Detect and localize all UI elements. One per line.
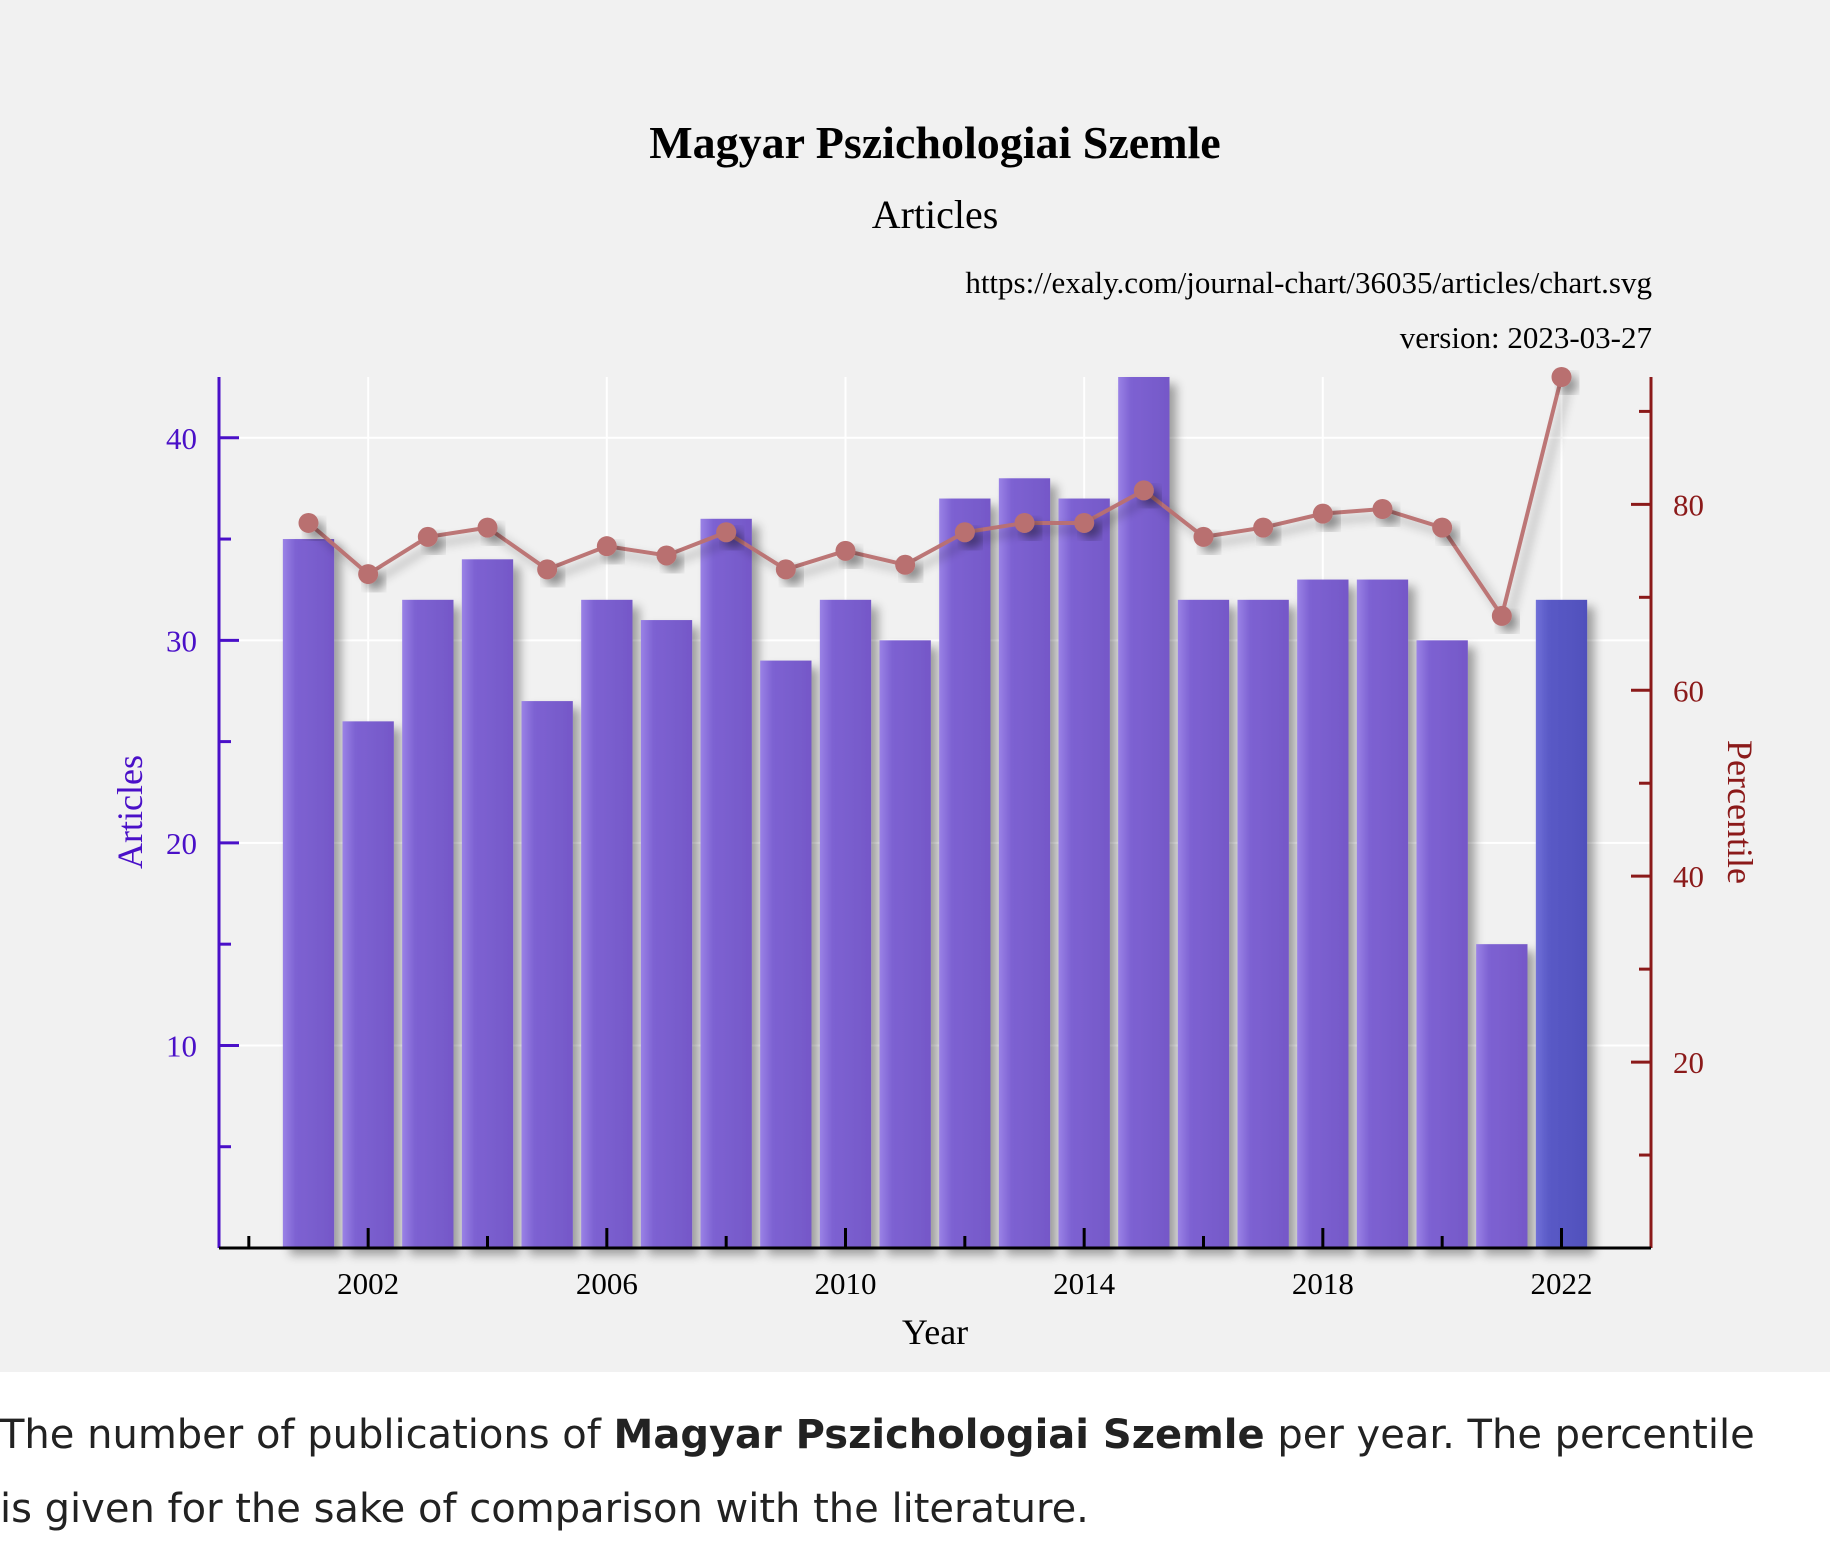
articles-chart: Magyar Pszichologiai Szemle Articles htt… (110, 117, 1760, 1352)
bar-2020 (1416, 640, 1468, 1248)
axes: 2002 2006 2010 2014 2018 2022 10 20 30 40 20 40 60 80 (166, 377, 1704, 1301)
caption-text-before: The number of publications of (0, 1412, 614, 1458)
percentile-point-2020 (1432, 517, 1453, 538)
x-tick-label: 2014 (1053, 1266, 1116, 1301)
percentile-point-2002 (358, 564, 379, 585)
y2-tick-label: 40 (1673, 859, 1704, 894)
bar-2018 (1297, 579, 1349, 1248)
chart-title: Magyar Pszichologiai Szemle (649, 117, 1220, 168)
percentile-point-2004 (477, 517, 498, 538)
bar-2008 (700, 518, 752, 1248)
bar-2022 (1535, 599, 1588, 1248)
percentile-point-2006 (596, 536, 617, 557)
bar-2009 (760, 660, 812, 1248)
bar-2013 (998, 478, 1051, 1249)
version-label: version: 2023-03-27 (1400, 320, 1652, 355)
percentile-point-2011 (895, 554, 916, 575)
percentile-point-2005 (537, 559, 558, 580)
y2-tick-label: 20 (1673, 1045, 1704, 1080)
x-tick-label: 2010 (815, 1266, 877, 1301)
percentile-point-2016 (1193, 526, 1214, 547)
percentile-point-2017 (1253, 517, 1274, 538)
percentile-point-2019 (1372, 498, 1393, 519)
bar-2016 (1177, 599, 1230, 1248)
bar-2019 (1356, 579, 1409, 1248)
y2-tick-label: 60 (1673, 673, 1704, 708)
percentile-point-2012 (954, 522, 975, 543)
bar-2014 (1058, 498, 1110, 1248)
y2-tick-label: 80 (1673, 487, 1704, 522)
chart-panel: Magyar Pszichologiai Szemle Articles htt… (0, 0, 1830, 1372)
bar-2021 (1476, 944, 1528, 1248)
caption-text-after: per year. The percentile is given for th… (0, 1412, 1755, 1532)
percentile-point-2001 (298, 512, 319, 533)
percentile-point-2022 (1551, 367, 1572, 387)
percentile-point-2003 (417, 526, 438, 547)
bar-2003 (402, 599, 454, 1248)
bar-2007 (640, 620, 693, 1248)
y-tick-label: 20 (166, 826, 197, 861)
bar-2017 (1237, 599, 1289, 1248)
bar-2010 (819, 599, 872, 1248)
percentile-point-2013 (1014, 512, 1035, 533)
bar-2011 (879, 640, 931, 1248)
source-url[interactable]: https://exaly.com/journal-chart/36035/ar… (965, 265, 1652, 300)
y-tick-label: 10 (166, 1028, 197, 1063)
y-tick-label: 30 (166, 623, 197, 658)
percentile-point-2009 (775, 559, 796, 580)
percentile-point-2014 (1074, 512, 1095, 533)
y-tick-label: 40 (166, 421, 197, 456)
y2-axis-label: Percentile (1720, 740, 1760, 884)
percentile-point-2015 (1133, 480, 1154, 501)
percentile-series (298, 367, 1572, 626)
x-tick-label: 2002 (337, 1266, 399, 1301)
chart-subtitle: Articles (872, 192, 999, 237)
percentile-point-2018 (1312, 503, 1333, 524)
bar-2012 (939, 498, 991, 1248)
percentile-point-2008 (716, 522, 737, 543)
bar-series (282, 377, 1588, 1249)
percentile-line (307, 376, 1564, 621)
bar-2005 (521, 701, 573, 1248)
bar-2015 (1118, 377, 1170, 1248)
x-tick-label: 2006 (576, 1266, 638, 1301)
percentile-point-2021 (1491, 605, 1512, 626)
chart-caption: The number of publications of Magyar Psz… (0, 1398, 1760, 1546)
bar-2002 (342, 721, 394, 1248)
y-axis-label: Articles (110, 755, 150, 869)
bar-2006 (581, 599, 633, 1248)
percentile-point-2007 (656, 545, 677, 566)
x-tick-label: 2018 (1292, 1266, 1354, 1301)
x-tick-label: 2022 (1531, 1266, 1593, 1301)
percentile-point-2010 (835, 540, 856, 561)
x-axis-label: Year (902, 1312, 968, 1352)
caption-journal-name: Magyar Pszichologiai Szemle (613, 1412, 1265, 1458)
bar-2001 (282, 539, 335, 1248)
bar-2004 (461, 559, 514, 1248)
